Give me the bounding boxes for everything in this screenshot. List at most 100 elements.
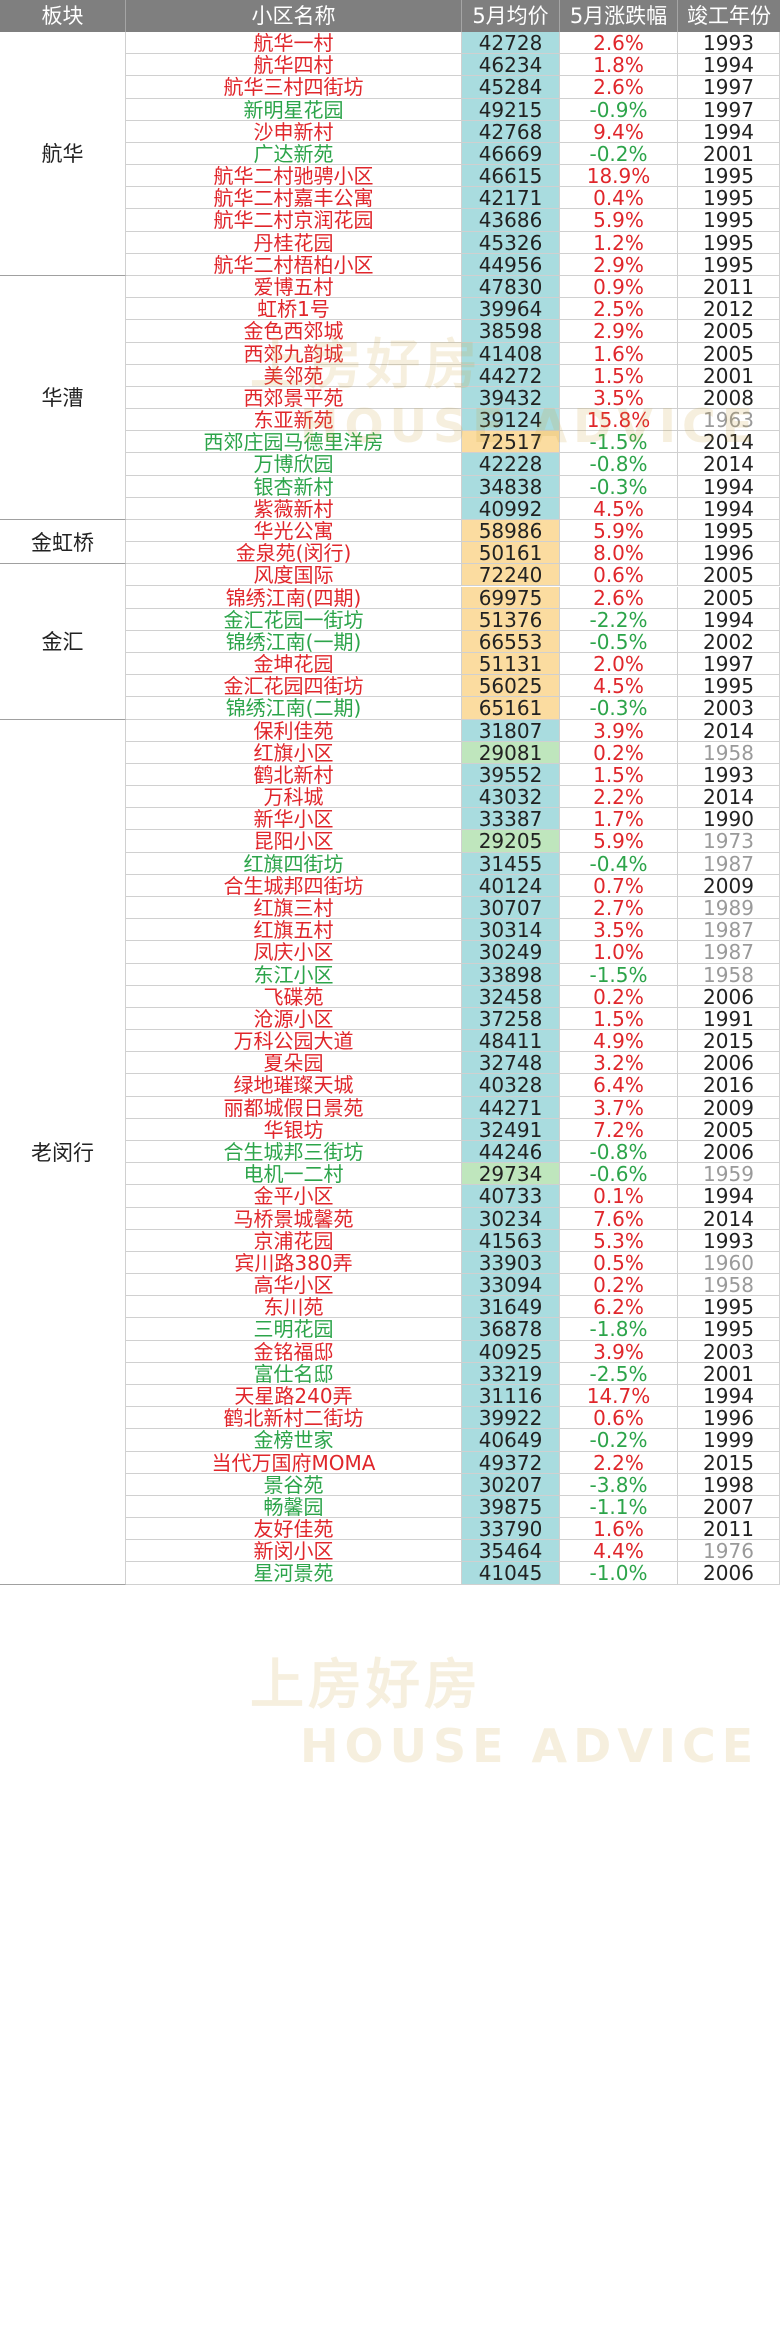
community-name-cell: 马桥景城馨苑 xyxy=(126,1207,462,1230)
community-name-cell: 合生城邦三街坊 xyxy=(126,1141,462,1164)
avg-price-cell: 43032 xyxy=(462,786,560,809)
community-name-cell: 畅馨园 xyxy=(126,1495,462,1519)
change-cell: 1.5% xyxy=(560,364,678,387)
change-cell: 2.5% xyxy=(560,298,678,321)
community-name-cell: 航华二村驰骋小区 xyxy=(126,165,462,188)
change-cell: 1.0% xyxy=(560,941,678,964)
avg-price-cell: 29081 xyxy=(462,741,560,764)
community-name-cell: 当代万国府MOMA xyxy=(126,1451,462,1474)
year-cell: 1997 xyxy=(678,98,780,121)
header-may-change: 5月涨跌幅 xyxy=(560,0,678,32)
year-cell: 1996 xyxy=(678,542,780,565)
year-cell: 1994 xyxy=(678,54,780,77)
year-cell: 2005 xyxy=(678,586,780,609)
avg-price-cell: 30207 xyxy=(462,1473,560,1496)
avg-price-cell: 40649 xyxy=(462,1429,560,1452)
change-cell: 3.5% xyxy=(560,386,678,410)
avg-price-cell: 31649 xyxy=(462,1296,560,1319)
community-name-cell: 万科城 xyxy=(126,786,462,809)
community-name-cell: 金汇花园一街坊 xyxy=(126,608,462,631)
avg-price-cell: 42728 xyxy=(462,32,560,55)
change-cell: 3.7% xyxy=(560,1096,678,1119)
change-cell: 3.2% xyxy=(560,1052,678,1075)
year-cell: 1995 xyxy=(678,675,780,698)
year-cell: 2014 xyxy=(678,1207,780,1230)
avg-price-cell: 33790 xyxy=(462,1518,560,1541)
community-name-cell: 高华小区 xyxy=(126,1274,462,1297)
community-name-cell: 航华一村 xyxy=(126,32,462,55)
avg-price-cell: 44272 xyxy=(462,364,560,387)
change-cell: 2.0% xyxy=(560,653,678,676)
year-cell: 2005 xyxy=(678,1118,780,1141)
change-cell: 1.6% xyxy=(560,1518,678,1541)
year-cell: 1958 xyxy=(678,1274,780,1297)
watermark-brand: 上房好房 xyxy=(250,1653,482,1716)
avg-price-cell: 40733 xyxy=(462,1185,560,1208)
year-cell: 1994 xyxy=(678,475,780,498)
avg-price-cell: 56025 xyxy=(462,675,560,698)
avg-price-cell: 41045 xyxy=(462,1562,560,1585)
change-cell: 1.5% xyxy=(560,1007,678,1031)
change-cell: 1.6% xyxy=(560,342,678,365)
block-name-cell: 金虹桥 xyxy=(0,519,126,565)
community-name-cell: 东亚新苑 xyxy=(126,409,462,432)
avg-price-cell: 30234 xyxy=(462,1207,560,1230)
change-cell: 2.6% xyxy=(560,76,678,99)
year-cell: 2016 xyxy=(678,1074,780,1097)
year-cell: 1994 xyxy=(678,120,780,143)
avg-price-cell: 31807 xyxy=(462,719,560,742)
change-cell: -2.5% xyxy=(560,1362,678,1385)
avg-price-cell: 43686 xyxy=(462,209,560,232)
community-name-cell: 华银坊 xyxy=(126,1118,462,1141)
avg-price-cell: 36878 xyxy=(462,1318,560,1341)
change-cell: 7.2% xyxy=(560,1118,678,1141)
change-cell: 1.5% xyxy=(560,763,678,787)
avg-price-cell: 44246 xyxy=(462,1141,560,1164)
block-name-cell: 航华 xyxy=(0,32,126,276)
year-cell: 1994 xyxy=(678,497,780,520)
community-name-cell: 虹桥1号 xyxy=(126,298,462,321)
year-cell: 1994 xyxy=(678,608,780,631)
year-cell: 2014 xyxy=(678,431,780,454)
community-name-cell: 东江小区 xyxy=(126,963,462,986)
change-cell: 4.4% xyxy=(560,1540,678,1563)
avg-price-cell: 49215 xyxy=(462,98,560,121)
community-name-cell: 电机一二村 xyxy=(126,1163,462,1186)
avg-price-cell: 44271 xyxy=(462,1096,560,1119)
change-cell: 6.4% xyxy=(560,1074,678,1097)
avg-price-cell: 51131 xyxy=(462,653,560,676)
change-cell: 2.2% xyxy=(560,786,678,809)
avg-price-cell: 46234 xyxy=(462,54,560,77)
avg-price-cell: 40925 xyxy=(462,1340,560,1363)
header-block: 板块 xyxy=(0,0,126,32)
community-name-cell: 银杏新村 xyxy=(126,475,462,498)
avg-price-cell: 46669 xyxy=(462,142,560,166)
avg-price-cell: 39124 xyxy=(462,409,560,432)
year-cell: 1995 xyxy=(678,519,780,543)
year-cell: 2005 xyxy=(678,564,780,587)
change-cell: 0.9% xyxy=(560,275,678,299)
change-cell: -0.8% xyxy=(560,1141,678,1164)
community-name-cell: 锦绣江南(四期) xyxy=(126,586,462,609)
community-name-cell: 金泉苑(闵行) xyxy=(126,542,462,565)
avg-price-cell: 30314 xyxy=(462,919,560,942)
year-cell: 1987 xyxy=(678,919,780,942)
change-cell: 7.6% xyxy=(560,1207,678,1230)
change-cell: -0.4% xyxy=(560,852,678,875)
community-name-cell: 天星路240弄 xyxy=(126,1384,462,1408)
change-cell: -0.5% xyxy=(560,630,678,654)
change-cell: -1.8% xyxy=(560,1318,678,1341)
avg-price-cell: 39964 xyxy=(462,298,560,321)
avg-price-cell: 33094 xyxy=(462,1274,560,1297)
change-cell: 1.2% xyxy=(560,231,678,254)
change-cell: -0.6% xyxy=(560,1163,678,1186)
header-completion-year: 竣工年份 xyxy=(678,0,780,32)
community-name-cell: 沧源小区 xyxy=(126,1007,462,1031)
community-name-cell: 红旗五村 xyxy=(126,919,462,942)
year-cell: 2015 xyxy=(678,1451,780,1474)
avg-price-cell: 44956 xyxy=(462,253,560,276)
change-cell: 0.7% xyxy=(560,874,678,897)
year-cell: 2009 xyxy=(678,874,780,897)
change-cell: 1.8% xyxy=(560,54,678,77)
block-name-cell: 华漕 xyxy=(0,275,126,520)
